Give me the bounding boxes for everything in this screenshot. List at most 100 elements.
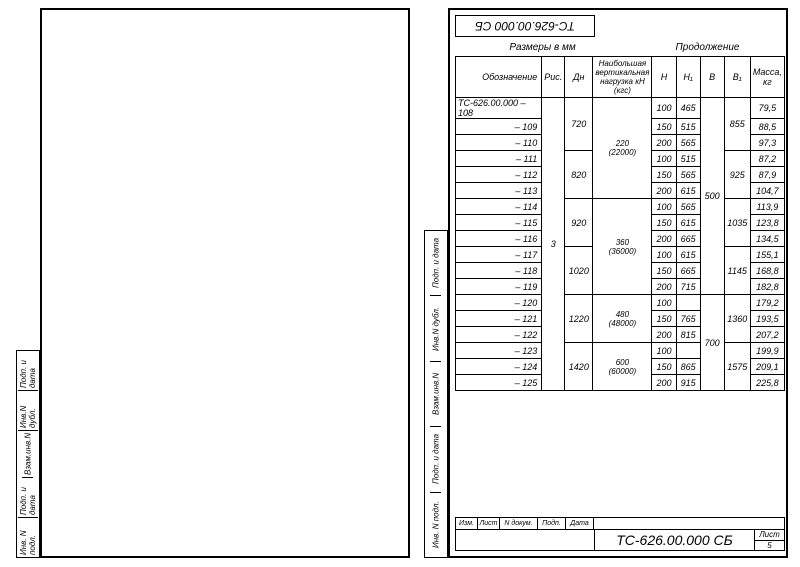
cell-H1: 615 [676, 247, 700, 263]
tb-sheet-col: Лист 5 [754, 530, 784, 550]
cell-H1: 465 [676, 98, 700, 119]
cell-designation: – 109 [456, 119, 542, 135]
vstamp-cell: Подп. и дата [431, 231, 442, 296]
cell-mass: 134,5 [750, 231, 784, 247]
vstamp-cell: Инв.N дубл. [18, 391, 38, 431]
tb-blank [594, 518, 784, 529]
cell-load: 480(48000) [593, 295, 652, 343]
cell-mass: 182,8 [750, 279, 784, 295]
cell-designation: – 122 [456, 327, 542, 343]
title-block: Изм. Лист N докум. Подп. Дата ТС-626.00.… [455, 517, 785, 551]
sizes-label: Размеры в мм [455, 42, 630, 53]
cell-B: 500 [700, 98, 724, 295]
cell-designation: – 116 [456, 231, 542, 247]
data-table-body: ТС-626.00.000 – 1083720220(22000)1004655… [456, 98, 785, 391]
cell-H1: 565 [676, 167, 700, 183]
cell-H1: 565 [676, 135, 700, 151]
cell-H1: 915 [676, 375, 700, 391]
super-header: Размеры в мм Продолжение [455, 40, 785, 54]
cell-designation: – 114 [456, 199, 542, 215]
cell-H1: 515 [676, 151, 700, 167]
cell-mass: 123,8 [750, 215, 784, 231]
table-row: – 114920360(36000)1005651035113,9 [456, 199, 785, 215]
cell-H1 [676, 295, 700, 311]
th-designation: Обозначение [456, 57, 542, 98]
vertical-stamp-left: Инв. N подл. Подп. и дата Взам.инв.N Инв… [16, 350, 40, 558]
tb-list: Лист [478, 518, 500, 529]
cell-H1: 615 [676, 183, 700, 199]
cell-mass: 113,9 [750, 199, 784, 215]
cell-H1: 815 [676, 327, 700, 343]
cell-H: 100 [652, 151, 676, 167]
cell-dn: 920 [565, 199, 593, 247]
cell-B1: 855 [724, 98, 750, 151]
cell-designation: – 121 [456, 311, 542, 327]
vstamp-cell: Инв. N подл. [431, 493, 442, 557]
cell-B1: 1035 [724, 199, 750, 247]
cell-designation: – 112 [456, 167, 542, 183]
vstamp-cell: Подп. и дата [431, 427, 442, 492]
vertical-stamp-right: Инв. N подл. Подп. и дата Взам.инв.N Инв… [424, 230, 448, 558]
th-ris: Рис. [542, 57, 565, 98]
cell-designation: – 113 [456, 183, 542, 199]
cell-B1: 925 [724, 151, 750, 199]
cell-mass: 155,1 [750, 247, 784, 263]
cell-designation: – 119 [456, 279, 542, 295]
cell-H: 200 [652, 279, 676, 295]
cell-H: 200 [652, 183, 676, 199]
cell-B: 700 [700, 295, 724, 391]
doc-code-text: ТС-626.00.000 СБ [475, 19, 575, 33]
cell-designation: ТС-626.00.000 – 108 [456, 98, 542, 119]
cell-H: 150 [652, 167, 676, 183]
cell-H1: 665 [676, 263, 700, 279]
cell-H1: 715 [676, 279, 700, 295]
cell-H: 100 [652, 295, 676, 311]
tb-podp: Подп. [538, 518, 566, 529]
cell-H1: 765 [676, 311, 700, 327]
cell-designation: – 111 [456, 151, 542, 167]
cell-dn: 1020 [565, 247, 593, 295]
th-B: B [700, 57, 724, 98]
tb-sheet-label: Лист [755, 530, 784, 541]
tb-doc-code: ТС-626.00.000 СБ [594, 530, 754, 550]
cell-H: 100 [652, 247, 676, 263]
continuation-label: Продолжение [630, 42, 785, 53]
cell-mass: 209,1 [750, 359, 784, 375]
cell-H1: 615 [676, 215, 700, 231]
cell-mass: 88,5 [750, 119, 784, 135]
title-block-header-row: Изм. Лист N докум. Подп. Дата [456, 518, 784, 530]
cell-H: 200 [652, 375, 676, 391]
cell-designation: – 125 [456, 375, 542, 391]
cell-mass: 104,7 [750, 183, 784, 199]
table-row: ТС-626.00.000 – 1083720220(22000)1004655… [456, 98, 785, 119]
cell-H: 150 [652, 215, 676, 231]
vstamp-cell: Подп. и дата [18, 478, 38, 518]
cell-load: 360(36000) [593, 199, 652, 295]
vstamp-cell: Взам.инв.N [23, 431, 34, 478]
top-code-reversed: ТС-626.00.000 СБ [455, 15, 595, 37]
cell-H: 150 [652, 359, 676, 375]
tb-stub [456, 530, 594, 550]
cell-H: 200 [652, 327, 676, 343]
cell-mass: 168,8 [750, 263, 784, 279]
th-H: H [652, 57, 676, 98]
data-table: Обозначение Рис. Дн Наибольшая вертикаль… [455, 56, 785, 391]
cell-B1: 1145 [724, 247, 750, 295]
cell-H: 200 [652, 135, 676, 151]
cell-designation: – 120 [456, 295, 542, 311]
cell-H: 150 [652, 263, 676, 279]
th-B1: B₁ [724, 57, 750, 98]
cell-dn: 820 [565, 151, 593, 199]
th-H1: H₁ [676, 57, 700, 98]
right-sheet-frame: ТС-626.00.000 СБ Размеры в мм Продолжени… [448, 8, 788, 558]
cell-mass: 225,8 [750, 375, 784, 391]
vstamp-cell: Инв.N дубл. [431, 296, 442, 361]
cell-designation: – 117 [456, 247, 542, 263]
cell-H1: 865 [676, 359, 700, 375]
th-mass: Масса, кг [750, 57, 784, 98]
th-load: Наибольшая вертикальная нагрузка кН (кгс… [593, 57, 652, 98]
tb-ndok: N докум. [500, 518, 538, 529]
cell-H: 150 [652, 311, 676, 327]
cell-H: 150 [652, 119, 676, 135]
table-row: – 1231420600(60000)1001575199,9 [456, 343, 785, 359]
